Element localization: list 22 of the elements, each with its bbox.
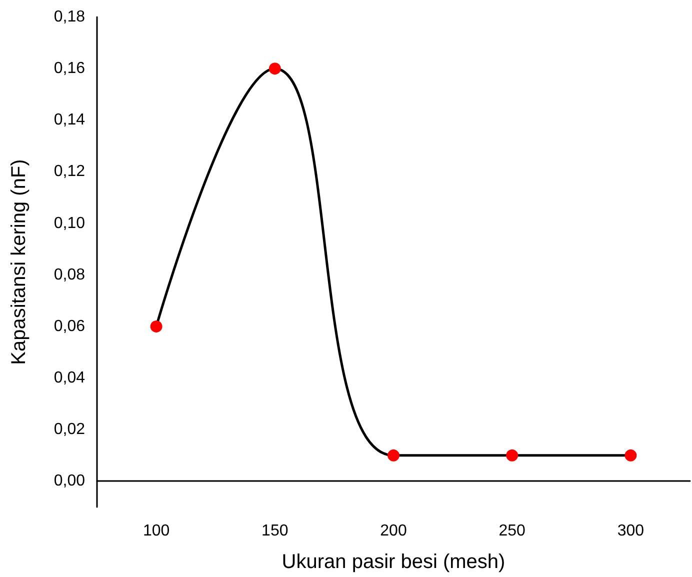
x-tick-label: 200 (380, 522, 407, 540)
point (624, 449, 637, 462)
y-axis-title: Kapasitansi kering (nF) (8, 159, 30, 365)
point (268, 62, 281, 75)
point (150, 320, 162, 332)
y-tick-label: 0,04 (54, 370, 86, 387)
point (388, 449, 400, 462)
x-axis-title: Ukuran pasir besi (mesh) (282, 551, 506, 573)
x-tick-label: 300 (617, 522, 644, 540)
y-tick-label: 0,00 (54, 472, 86, 490)
y-tick-label: 0,16 (54, 60, 86, 78)
y-tick-label: 0,12 (54, 163, 86, 180)
y-tick-label: 0,10 (54, 214, 86, 232)
y-tick-label: 0,06 (54, 318, 86, 335)
point (506, 449, 518, 462)
x-tick-label: 150 (262, 522, 288, 540)
y-tick-label: 0,02 (54, 421, 86, 438)
y-tick-label: 0,08 (54, 266, 86, 284)
x-tick-label: 100 (142, 522, 170, 540)
y-tick-label: 0,18 (54, 8, 86, 26)
x-tick-label: 250 (498, 522, 526, 540)
y-tick-label: 0,14 (54, 112, 86, 129)
